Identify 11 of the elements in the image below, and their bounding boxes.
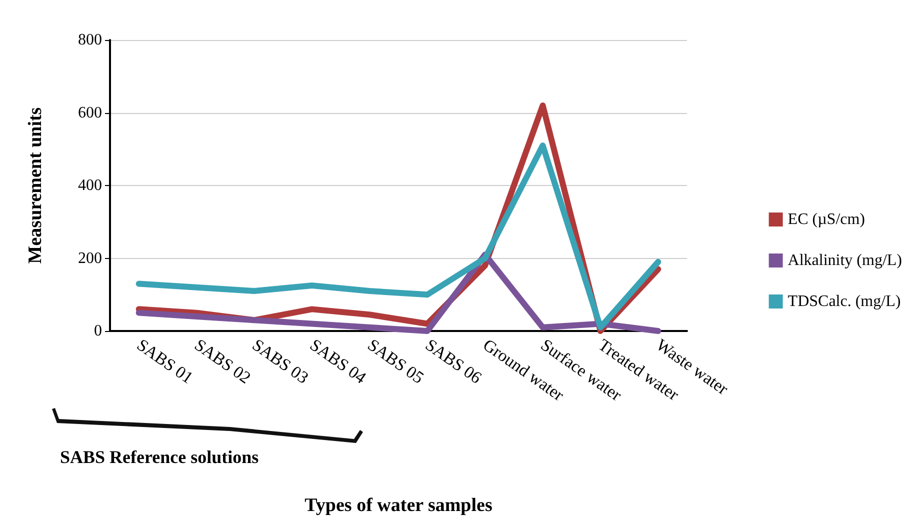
y-tick-label: 800 [78, 32, 102, 48]
y-axis-title: Measurement units [25, 107, 46, 264]
legend-label: TDSCalc. (mg/L) [788, 293, 901, 310]
legend-label: Alkalinity (mg/L) [788, 252, 902, 269]
y-tick-label: 600 [78, 104, 102, 122]
text: SABS Reference solutions [60, 447, 259, 467]
y-tick-label: 400 [78, 177, 102, 194]
y-tick-label: 200 [78, 250, 102, 267]
legend-label: EC (µS/cm) [788, 211, 866, 228]
y-tick-label: 0 [94, 322, 102, 340]
x-axis-title: Types of water samples [304, 495, 492, 516]
